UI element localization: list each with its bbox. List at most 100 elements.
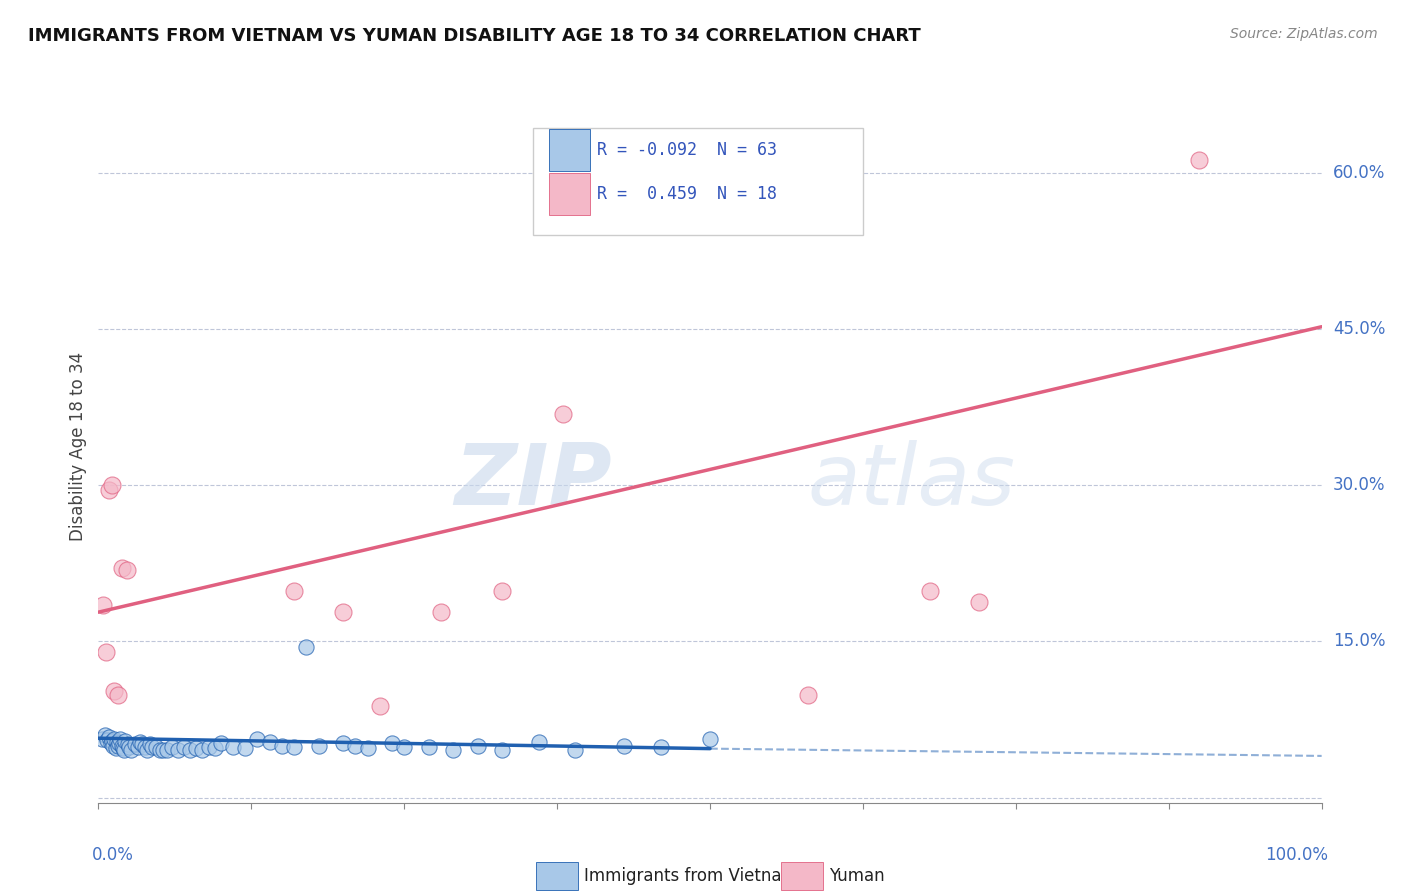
Point bbox=[139, 738, 162, 752]
FancyBboxPatch shape bbox=[533, 128, 863, 235]
Point bbox=[124, 738, 146, 752]
Point bbox=[283, 739, 305, 754]
Point bbox=[118, 739, 141, 754]
Point bbox=[103, 684, 125, 698]
Point bbox=[527, 735, 550, 749]
FancyBboxPatch shape bbox=[548, 129, 591, 171]
Point bbox=[101, 734, 124, 748]
Point bbox=[152, 742, 174, 756]
Text: 100.0%: 100.0% bbox=[1265, 846, 1327, 863]
Text: Immigrants from Vietnam: Immigrants from Vietnam bbox=[583, 867, 797, 885]
Point bbox=[270, 739, 294, 753]
Point bbox=[117, 738, 139, 752]
Point bbox=[332, 736, 354, 750]
Point bbox=[491, 584, 513, 599]
Point bbox=[392, 739, 416, 754]
Text: 15.0%: 15.0% bbox=[1333, 632, 1385, 650]
Point bbox=[100, 736, 122, 750]
Point bbox=[613, 739, 636, 753]
Point bbox=[115, 564, 138, 578]
Text: R =  0.459  N = 18: R = 0.459 N = 18 bbox=[598, 186, 778, 203]
Text: IMMIGRANTS FROM VIETNAM VS YUMAN DISABILITY AGE 18 TO 34 CORRELATION CHART: IMMIGRANTS FROM VIETNAM VS YUMAN DISABIL… bbox=[28, 27, 921, 45]
Point bbox=[344, 739, 367, 753]
FancyBboxPatch shape bbox=[548, 173, 591, 215]
Point bbox=[91, 598, 114, 612]
Point bbox=[91, 732, 114, 747]
Text: 45.0%: 45.0% bbox=[1333, 320, 1385, 338]
Point bbox=[141, 739, 163, 754]
Point bbox=[111, 740, 134, 755]
Point bbox=[564, 742, 586, 756]
Text: 0.0%: 0.0% bbox=[93, 846, 134, 863]
Point bbox=[149, 742, 172, 756]
Point bbox=[114, 734, 136, 748]
Point bbox=[467, 739, 489, 753]
Point bbox=[160, 739, 183, 754]
Point bbox=[356, 740, 378, 755]
Point bbox=[259, 735, 281, 749]
Point bbox=[104, 740, 127, 755]
Point bbox=[441, 742, 464, 756]
Point bbox=[101, 478, 124, 492]
Point bbox=[797, 689, 820, 703]
Point bbox=[145, 739, 167, 754]
Point bbox=[107, 689, 129, 703]
Text: Yuman: Yuman bbox=[828, 867, 884, 885]
Point bbox=[197, 739, 219, 754]
Point bbox=[332, 605, 354, 619]
Point bbox=[173, 739, 195, 754]
Point bbox=[107, 739, 129, 753]
Text: ZIP: ZIP bbox=[454, 440, 612, 524]
Point bbox=[418, 739, 440, 754]
Point bbox=[110, 732, 132, 747]
Point bbox=[179, 742, 201, 756]
Point bbox=[491, 742, 513, 756]
Point bbox=[920, 584, 942, 599]
Text: atlas: atlas bbox=[808, 440, 1017, 524]
Point bbox=[111, 561, 134, 575]
FancyBboxPatch shape bbox=[780, 862, 823, 890]
Point bbox=[204, 740, 226, 755]
Point bbox=[967, 595, 990, 609]
Point bbox=[368, 698, 391, 713]
Point bbox=[167, 742, 190, 756]
Point bbox=[105, 735, 128, 749]
Text: 30.0%: 30.0% bbox=[1333, 476, 1385, 494]
Point bbox=[191, 742, 214, 756]
Point bbox=[222, 739, 245, 754]
Point bbox=[94, 645, 117, 659]
Point bbox=[103, 732, 125, 747]
Point bbox=[156, 742, 179, 756]
Point bbox=[134, 739, 156, 754]
Point bbox=[295, 640, 318, 654]
Point bbox=[96, 733, 118, 747]
Text: 60.0%: 60.0% bbox=[1333, 163, 1385, 182]
Point bbox=[98, 483, 121, 498]
Point bbox=[283, 584, 305, 599]
Point bbox=[430, 605, 453, 619]
Point bbox=[120, 742, 142, 756]
Point bbox=[246, 732, 269, 747]
Point bbox=[650, 739, 672, 754]
Point bbox=[93, 728, 115, 742]
Y-axis label: Disability Age 18 to 34: Disability Age 18 to 34 bbox=[69, 351, 87, 541]
Point bbox=[699, 732, 721, 747]
Point bbox=[129, 735, 152, 749]
Point bbox=[127, 739, 149, 754]
Point bbox=[308, 739, 330, 753]
Point bbox=[186, 740, 208, 755]
Text: Source: ZipAtlas.com: Source: ZipAtlas.com bbox=[1230, 27, 1378, 41]
Point bbox=[233, 740, 256, 755]
Point bbox=[101, 739, 124, 753]
Point bbox=[108, 736, 131, 750]
FancyBboxPatch shape bbox=[536, 862, 578, 890]
Point bbox=[381, 736, 404, 750]
Point bbox=[98, 730, 121, 744]
Point bbox=[553, 407, 575, 421]
Point bbox=[136, 742, 159, 756]
Point bbox=[1188, 153, 1211, 167]
Text: R = -0.092  N = 63: R = -0.092 N = 63 bbox=[598, 141, 778, 160]
Point bbox=[209, 736, 232, 750]
Point bbox=[112, 742, 135, 756]
Point bbox=[111, 739, 134, 753]
